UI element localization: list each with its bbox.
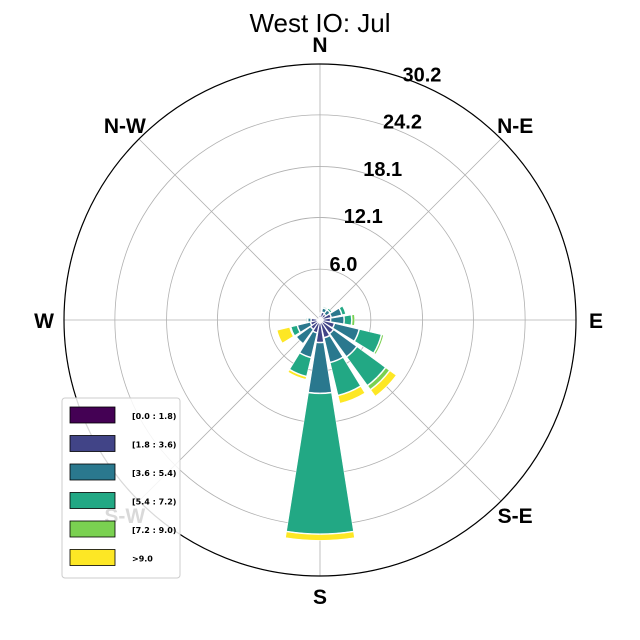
- bar-sector-13-bin-1: [316, 317, 319, 320]
- bar-sector-10-bin-2: [296, 326, 314, 344]
- bar-sector-11-bin-3: [290, 325, 301, 336]
- direction-label-s-e: S-E: [498, 505, 533, 528]
- polar-outline: [63, 63, 577, 577]
- legend-label-4: [7.2 : 9.0): [132, 526, 176, 535]
- bar-sector-8-bin-5: [285, 531, 355, 541]
- legend-label-5: >9.0: [132, 555, 153, 564]
- direction-label-n-e: N-E: [497, 115, 533, 138]
- bar-sector-0-bin-1: [318, 315, 322, 318]
- bar-sector-2-bin-1: [321, 314, 326, 319]
- bar-sector-12-bin-1: [311, 318, 317, 322]
- chart-title: West IO: Jul: [249, 8, 390, 38]
- bar-sector-1-bin-1: [320, 312, 325, 318]
- radial-tick-label: 6.0: [330, 254, 358, 276]
- grid-spoke-7: [138, 138, 321, 321]
- radial-tick-label: 18.1: [363, 159, 402, 181]
- bar-sector-13-bin-2: [315, 317, 317, 320]
- bar-sector-11-bin-5: [276, 326, 294, 344]
- bar-sector-6-bin-3: [346, 346, 386, 386]
- bar-sector-7-bin-3: [329, 357, 361, 396]
- bar-sector-6-bin-2: [329, 329, 357, 357]
- bar-sector-0-bin-2: [318, 313, 322, 316]
- bar-sector-15-bin-1: [318, 317, 320, 319]
- direction-label-w: W: [34, 310, 54, 333]
- bar-sector-2-bin-2: [324, 309, 331, 316]
- bar-sector-6-bin-1: [321, 321, 334, 334]
- bar-sector-8-bin-3: [286, 392, 354, 534]
- bar-sector-5-bin-2: [332, 323, 360, 342]
- bar-sector-9-bin-1: [312, 322, 320, 333]
- legend-swatch-5: [69, 549, 116, 566]
- bar-sector-9-bin-2: [299, 331, 318, 358]
- bar-sector-7-bin-1: [320, 322, 330, 338]
- legend-label-2: [3.6 : 5.4): [132, 469, 176, 478]
- bar-sector-4-bin-4: [351, 314, 356, 326]
- bar-sector-5-bin-1: [322, 320, 335, 328]
- bar-sector-1-bin-3: [322, 306, 328, 310]
- bar-sector-6-bin-4: [367, 367, 390, 390]
- direction-label-s: S: [313, 586, 327, 609]
- bar-sector-5-bin-3: [354, 329, 382, 354]
- bar-sector-7-bin-2: [324, 335, 344, 363]
- bar-sector-3-bin-3: [339, 305, 346, 316]
- bar-sector-1-bin-2: [321, 308, 327, 314]
- bar-sector-11-bin-2: [297, 322, 312, 333]
- legend: [0.0 : 1.8) [1.8 : 3.6) [3.6 : 5.4) [5.4 : …: [61, 397, 181, 579]
- legend-swatch-0: [69, 406, 116, 424]
- bar-sector-12-bin-3: [306, 317, 308, 323]
- radial-tick-label: 30.2: [402, 64, 441, 86]
- legend-swatch-2: [69, 463, 116, 481]
- bar-sector-3-bin-2: [329, 308, 342, 318]
- wind-bars: [276, 305, 397, 541]
- bar-sector-2-bin-3: [327, 307, 333, 313]
- grid-spoke-1: [319, 138, 502, 321]
- bar-sector-10-bin-1: [310, 321, 319, 330]
- bar-sector-8-bin-1: [316, 323, 324, 343]
- bar-sector-11-bin-1: [310, 320, 318, 326]
- bar-sector-3-bin-1: [322, 313, 332, 320]
- bar-sector-5-bin-4: [373, 334, 384, 355]
- radial-tick-label: 12.1: [344, 206, 383, 228]
- radial-tick-labels: 6.0 12.1 18.1 24.2 30.2: [330, 64, 442, 276]
- bar-sector-9-bin-5: [287, 369, 307, 380]
- legend-swatch-1: [69, 435, 116, 452]
- direction-label-n-w: N-W: [104, 115, 146, 138]
- bar-sector-12-bin-2: [307, 317, 312, 323]
- legend-label-0: [0.0 : 1.8): [132, 412, 176, 421]
- direction-label-n: N: [312, 34, 327, 57]
- bar-sector-9-bin-3: [289, 352, 312, 377]
- bar-sector-4-bin-3: [343, 314, 352, 326]
- bar-sector-4-bin-2: [330, 315, 345, 325]
- legend-label-3: [5.4 : 7.2): [132, 498, 176, 507]
- bar-sector-8-bin-2: [308, 342, 332, 394]
- direction-label-e: E: [589, 310, 603, 333]
- legend-swatch-3: [69, 492, 116, 509]
- bar-sector-4-bin-1: [323, 318, 331, 322]
- radial-tick-label: 24.2: [383, 111, 422, 133]
- bar-sector-7-bin-5: [337, 386, 366, 404]
- legend-label-1: [1.8 : 3.6): [132, 441, 176, 450]
- bar-sector-11-bin-4: [289, 326, 295, 337]
- bar-sector-6-bin-5: [370, 370, 397, 397]
- legend-swatch-4: [69, 520, 116, 538]
